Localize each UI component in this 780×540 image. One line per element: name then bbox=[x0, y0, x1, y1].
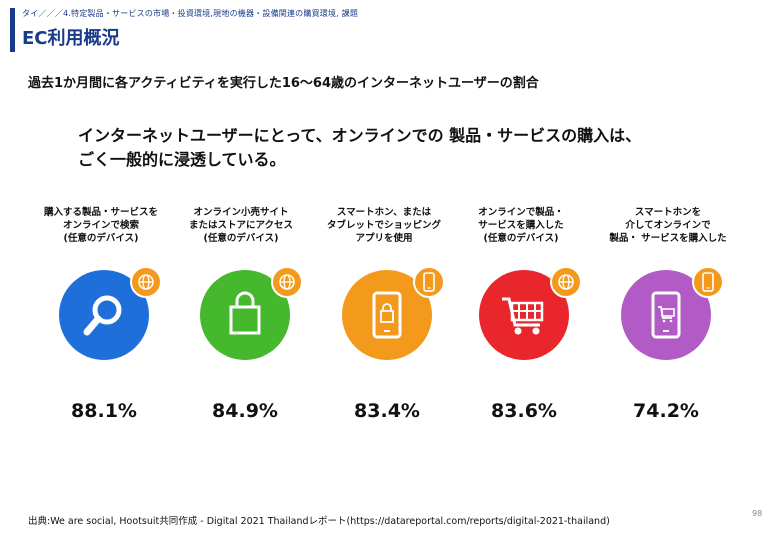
smartphone-icon bbox=[413, 266, 445, 298]
shopping-bag-icon bbox=[217, 287, 273, 343]
headline-line-2: ごく一般的に浸透している。 bbox=[78, 150, 286, 169]
magnifier-icon bbox=[76, 287, 132, 343]
breadcrumb: タイ／／／4.特定製品・サービスの市場・投資環境,現地の機器・設備関連の購買環境… bbox=[22, 9, 359, 18]
page-title: EC利用概況 bbox=[22, 28, 120, 49]
value-label: 74.2% bbox=[633, 400, 699, 422]
category-label: スマートホンを 介してオンラインで 製品・ サービスを購入した bbox=[609, 207, 727, 244]
header-accent-bar bbox=[10, 8, 15, 52]
smartphone-cart-icon bbox=[638, 287, 694, 343]
chart-column: スマートホン、または タブレットでショッピング アプリを使用 83.4% bbox=[313, 206, 455, 422]
category-circle bbox=[479, 270, 569, 360]
globe-icon bbox=[130, 266, 162, 298]
category-label: オンラインで製品・ サービスを購入した (任意のデバイス) bbox=[478, 207, 564, 244]
headline: インターネットユーザーにとって、オンラインでの 製品・サービスの購入は、 ごく一… bbox=[78, 124, 641, 172]
source-note: 出典:We are social, Hootsuit共同作成 - Digital… bbox=[28, 516, 610, 527]
category-label: スマートホン、または タブレットでショッピング アプリを使用 bbox=[326, 207, 441, 244]
globe-icon bbox=[271, 266, 303, 298]
globe-icon bbox=[550, 266, 582, 298]
chart-column: オンライン小売サイト またはストアにアクセス (任意のデバイス) 84.9% bbox=[170, 206, 312, 422]
value-label: 83.4% bbox=[354, 400, 420, 422]
value-label: 84.9% bbox=[212, 400, 278, 422]
shopping-cart-icon bbox=[496, 287, 552, 343]
headline-line-1: インターネットユーザーにとって、オンラインでの 製品・サービスの購入は、 bbox=[78, 126, 642, 145]
category-label: 購入する製品・サービスを オンラインで検索 (任意のデバイス) bbox=[43, 207, 158, 244]
value-label: 88.1% bbox=[71, 400, 137, 422]
chart-column: 購入する製品・サービスを オンラインで検索 (任意のデバイス) 88.1% bbox=[30, 206, 172, 422]
chart-subtitle: 過去1か月間に各アクティビティを実行した16～64歳のインターネットユーザーの割… bbox=[28, 76, 539, 91]
smartphone-bag-icon bbox=[359, 287, 415, 343]
smartphone-icon bbox=[692, 266, 724, 298]
chart-column: オンラインで製品・ サービスを購入した (任意のデバイス) 83.6% bbox=[450, 206, 592, 422]
page-number: 98 bbox=[752, 509, 763, 518]
value-label: 83.6% bbox=[491, 400, 557, 422]
chart-column: スマートホンを 介してオンラインで 製品・ サービスを購入した 74.2% bbox=[597, 206, 739, 422]
category-label: オンライン小売サイト またはストアにアクセス (任意のデバイス) bbox=[188, 207, 294, 244]
